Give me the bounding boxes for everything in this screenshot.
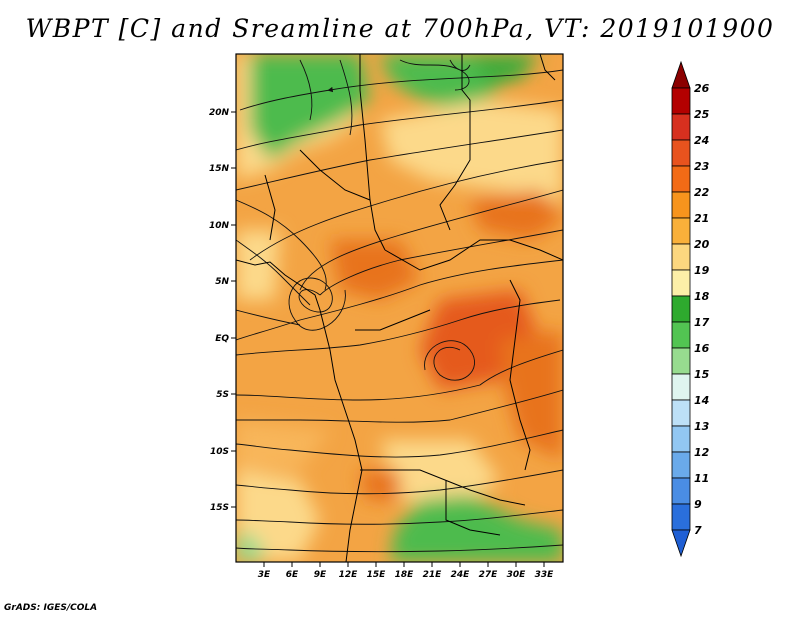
- colorbar-top-triangle: [671, 60, 691, 89]
- colorbar-label-19: 19: [694, 264, 710, 277]
- colorbar: [671, 60, 691, 558]
- map-frame: [235, 53, 564, 563]
- lat-label-20n: 20N: [209, 108, 230, 118]
- colorbar-box-9: [671, 503, 691, 531]
- colorbar-label-25: 25: [694, 108, 710, 121]
- lon-label-33e: 33E: [535, 570, 555, 580]
- lat-label-10n: 10N: [209, 221, 230, 231]
- colorbar-label-17: 17: [694, 316, 710, 329]
- colorbar-box-19: [671, 269, 691, 297]
- colorbar-label-26: 26: [694, 82, 710, 95]
- colorbar-box-16: [671, 347, 691, 375]
- colorbar-label-16: 16: [694, 342, 710, 355]
- colorbar-box-21: [671, 217, 691, 245]
- lon-axis: [263, 562, 545, 567]
- lon-label-9e: 9E: [314, 570, 327, 580]
- colorbar-label-14: 14: [694, 394, 709, 407]
- colorbar-label-24: 24: [694, 134, 709, 147]
- colorbar-label-7: 7: [694, 524, 702, 537]
- colorbar-label-21: 21: [694, 212, 709, 225]
- lat-label-10s: 10S: [210, 447, 229, 457]
- colorbar-label-15: 15: [694, 368, 710, 381]
- country-borders: [236, 54, 563, 562]
- colorbar-box-11: [671, 477, 691, 505]
- colorbar-label-11: 11: [694, 472, 709, 485]
- lon-label-3e: 3E: [258, 570, 271, 580]
- wbpt-shading: [236, 54, 563, 562]
- lat-axis: [231, 111, 236, 508]
- lat-label-5n: 5N: [215, 277, 229, 287]
- lon-label-6e: 6E: [286, 570, 299, 580]
- lon-label-21e: 21E: [423, 570, 443, 580]
- colorbar-box-24: [671, 139, 691, 167]
- colorbar-bottom-triangle: [671, 529, 691, 558]
- colorbar-label-13: 13: [694, 420, 710, 433]
- colorbar-label-20: 20: [694, 238, 710, 251]
- colorbar-label-23: 23: [694, 160, 710, 173]
- colorbar-box-13: [671, 425, 691, 453]
- lon-label-30e: 30E: [507, 570, 527, 580]
- colorbar-box-20: [671, 243, 691, 271]
- colorbar-box-17: [671, 321, 691, 349]
- streamlines: [236, 59, 563, 553]
- lat-label-eq: EQ: [215, 334, 229, 344]
- lon-label-15e: 15E: [367, 570, 387, 580]
- grads-credit: GrADS: IGES/COLA: [4, 603, 98, 613]
- lon-label-27e: 27E: [479, 570, 499, 580]
- colorbar-box-23: [671, 165, 691, 193]
- colorbar-label-22: 22: [694, 186, 710, 199]
- colorbar-label-12: 12: [694, 446, 710, 459]
- colorbar-box-18: [671, 295, 691, 323]
- colorbar-label-18: 18: [694, 290, 710, 303]
- colorbar-label-9: 9: [694, 498, 702, 511]
- colorbar-box-15: [671, 373, 691, 401]
- lat-label-15n: 15N: [209, 164, 230, 174]
- lat-label-5s: 5S: [216, 390, 229, 400]
- map-title: WBPT [C] and Sreamline at 700hPa, VT: 20…: [25, 14, 775, 43]
- colorbar-box-25: [671, 113, 691, 141]
- colorbar-box-14: [671, 399, 691, 427]
- lon-label-12e: 12E: [339, 570, 359, 580]
- colorbar-box-26: [671, 87, 691, 115]
- lat-label-15s: 15S: [210, 503, 229, 513]
- colorbar-box-12: [671, 451, 691, 479]
- lon-label-24e: 24E: [451, 570, 471, 580]
- lon-label-18e: 18E: [395, 570, 415, 580]
- colorbar-box-22: [671, 191, 691, 219]
